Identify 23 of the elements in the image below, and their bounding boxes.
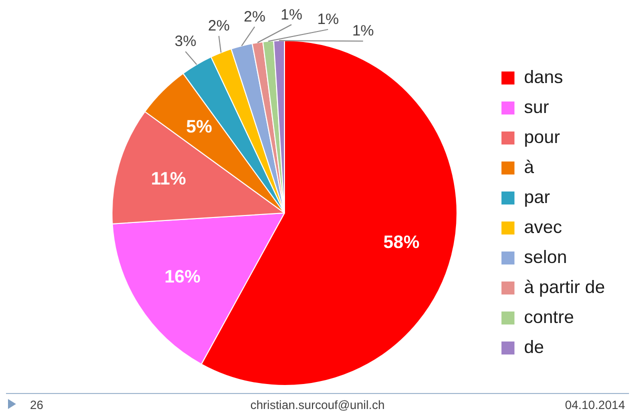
data-label: 2% [208, 18, 230, 35]
legend-label: à [524, 156, 535, 177]
data-label: 3% [174, 33, 196, 50]
legend-label: contre [524, 306, 574, 327]
legend-label: selon [524, 246, 567, 267]
data-label: 1% [352, 22, 374, 40]
data-label: 16% [164, 266, 201, 287]
legend-label: à partir de [524, 276, 606, 297]
legend-label: de [524, 336, 544, 357]
data-label: 58% [383, 232, 420, 252]
data-label: 2% [244, 8, 266, 26]
legend-label: dans [524, 66, 564, 87]
text: christian.surcouf@unil.ch [250, 398, 385, 412]
legend-label: sur [524, 96, 549, 117]
data-label: 5% [186, 116, 212, 137]
legend-label: par [524, 186, 550, 207]
data-label: 1% [280, 6, 302, 24]
data-label: 11% [151, 168, 186, 188]
legend-label: avec [524, 216, 562, 237]
data-label: 1% [317, 11, 339, 28]
text: 04.10.2014 [564, 398, 625, 412]
text: 26 [30, 398, 44, 412]
legend-label: pour [524, 126, 560, 147]
